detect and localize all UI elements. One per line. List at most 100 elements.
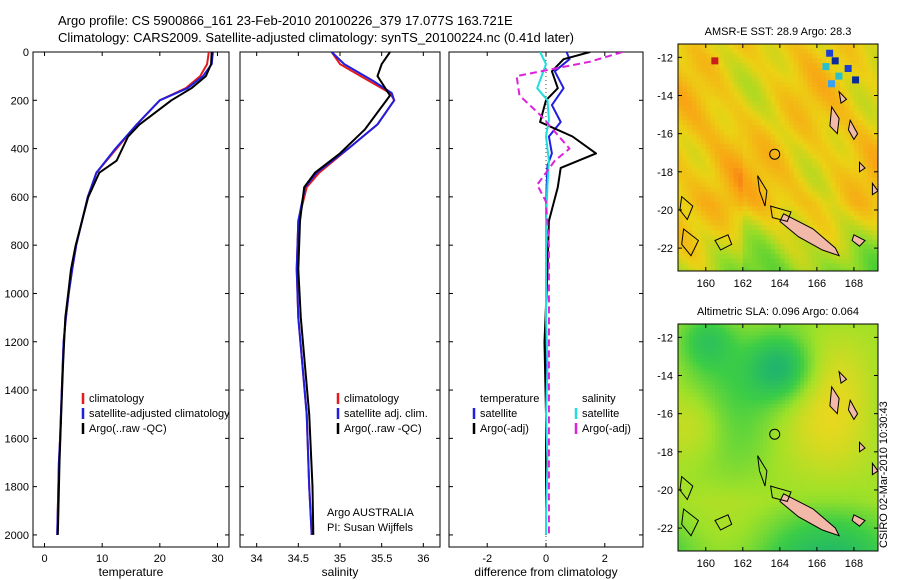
sla_map-cell xyxy=(681,530,686,535)
sst_map-cell xyxy=(803,263,809,269)
sst_map-cell xyxy=(742,206,748,212)
sst_map-cell xyxy=(715,120,721,126)
sla_map-cell xyxy=(741,503,746,508)
sla_map-cell xyxy=(841,388,846,394)
sst_map-cell xyxy=(867,225,873,231)
sst_map-cell xyxy=(812,206,818,212)
sst_map-cell xyxy=(872,77,878,83)
sla_map-cell xyxy=(689,491,694,497)
sla_map-cell xyxy=(715,373,720,378)
sla_map-cell xyxy=(785,507,790,512)
sla_map-cell xyxy=(785,343,790,348)
sla_map-cell xyxy=(696,423,701,428)
sst_map-cell xyxy=(867,263,873,269)
sla_map-cell xyxy=(800,469,805,474)
sla_map-cell xyxy=(803,495,809,501)
sst_map-cell xyxy=(710,187,716,193)
sst_map-cell xyxy=(844,77,850,83)
sla_map-cell xyxy=(829,442,835,447)
sst_map-cell xyxy=(756,48,762,55)
sst_map-cell xyxy=(701,177,707,183)
sla_map-cell xyxy=(726,335,731,340)
sst_map-cell xyxy=(687,67,693,74)
sla_map-cell xyxy=(737,392,742,398)
sla_map-cell xyxy=(792,495,798,501)
sla_map-cell xyxy=(759,369,764,375)
sst_map-cell xyxy=(682,268,688,271)
sla_map-cell xyxy=(689,465,694,470)
sst_map-cell xyxy=(779,230,786,236)
sla_map-cell xyxy=(785,446,790,451)
sst_map-cell xyxy=(687,129,693,136)
sla_map-cell xyxy=(759,388,764,394)
sst_map-cell xyxy=(766,101,772,107)
sla_map-cell xyxy=(718,404,723,409)
sla_map-cell xyxy=(696,476,701,481)
sla_map-cell xyxy=(833,449,838,455)
sla_map-cell xyxy=(803,366,809,371)
sst_map-cell xyxy=(728,249,735,255)
series-salinity-argo-adj- xyxy=(515,52,623,535)
sla_map-cell xyxy=(785,392,790,398)
sla_map-cell xyxy=(796,484,801,489)
sst_map-cell xyxy=(752,110,758,117)
sla_map-cell xyxy=(774,480,779,485)
sla_map-cell xyxy=(803,438,809,443)
sst_map-cell xyxy=(840,210,846,217)
sla_map-cell xyxy=(718,533,723,539)
sla_map-cell xyxy=(822,480,827,485)
sst_map-cell xyxy=(793,168,799,174)
sst_map-cell xyxy=(738,249,744,255)
sst_map-cell xyxy=(849,210,855,217)
sst_map-cell xyxy=(858,158,864,164)
sla_map-cell xyxy=(763,369,768,375)
sla_map-cell xyxy=(681,434,686,439)
sst_map-cell xyxy=(779,225,786,231)
sla_map-cell xyxy=(770,343,775,348)
sst_map-cell xyxy=(756,239,762,245)
sla_map-cell xyxy=(807,457,812,462)
sst_map-cell xyxy=(784,63,790,69)
sla_map-cell xyxy=(681,427,686,432)
sst_map-cell xyxy=(742,225,748,231)
sla_map-cell xyxy=(726,461,731,466)
sst_map-cell xyxy=(728,163,735,169)
sst_map-cell xyxy=(853,210,860,217)
sst_map-cell xyxy=(738,120,744,126)
sla_map-cell xyxy=(833,446,838,451)
sla_map-cell xyxy=(829,327,835,333)
sla_map-cell xyxy=(770,545,775,550)
sla_map-cell xyxy=(707,495,712,501)
sla_map-cell xyxy=(752,358,757,363)
sst_map-cell xyxy=(835,106,841,112)
sla_map-cell xyxy=(689,507,694,512)
sst_map-cell xyxy=(858,201,864,207)
sst_map-cell xyxy=(844,129,850,136)
sst_map-cell xyxy=(733,191,739,198)
sla_map-cell xyxy=(829,377,835,382)
sla_map-cell xyxy=(815,484,820,489)
sla_map-cell xyxy=(737,465,742,470)
sst_map-cell xyxy=(775,268,781,271)
sla_map-cell xyxy=(766,388,772,394)
sst_map-cell xyxy=(756,220,762,226)
sst_map-cell xyxy=(733,206,739,212)
sla_map-cell xyxy=(796,324,801,329)
sst_map-cell xyxy=(775,249,781,255)
sst_map-cell xyxy=(835,153,841,160)
sst_map-cell xyxy=(775,206,781,212)
sla_map-cell xyxy=(774,510,779,516)
sla_map-cell xyxy=(722,381,727,386)
sst_map-cell xyxy=(779,72,786,78)
sst_map-cell xyxy=(840,263,846,269)
sst_map-cell xyxy=(798,182,804,188)
sst_map-cell xyxy=(710,115,716,121)
sla_map-cell xyxy=(696,331,701,336)
sst_map-cell xyxy=(678,139,684,145)
sst_map-cell xyxy=(728,182,735,188)
sla_map-cell xyxy=(692,362,698,367)
sla_map-cell xyxy=(781,411,786,417)
sst_map-cell xyxy=(803,182,809,188)
sla_map-cell xyxy=(744,446,749,451)
sla_map-cell xyxy=(718,549,723,551)
